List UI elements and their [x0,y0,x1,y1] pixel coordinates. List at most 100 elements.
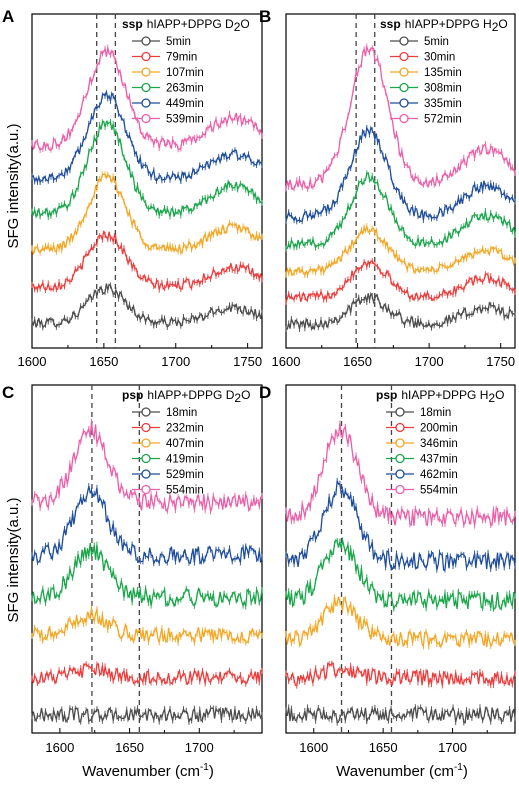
legend-label: 346min [420,438,458,450]
series-18min [31,705,263,725]
series-346min [285,594,516,650]
legend-item: 5min [132,36,191,48]
series-line [285,224,516,277]
legend-item: 79min [132,52,197,64]
system-label: hIAPP+DPPG H [401,388,488,402]
legend-label: 554min [166,485,204,497]
legend-item: 308min [390,83,462,95]
polarization-label: ssp [380,17,401,31]
series-554min [31,419,263,515]
legend-marker [141,484,151,495]
series-263min [31,119,263,221]
y-axis-title-bottom: SFG intensity(a.u.) [5,497,22,622]
series-line [31,283,263,329]
x-axis-title-right: Wavenumber (cm-1) [336,762,468,780]
series-135min [285,223,516,279]
x-tick-label: 1750 [486,354,515,369]
system-suffix: O [498,17,507,31]
legend-label: 437min [420,454,458,466]
legend-item: 335min [390,98,462,110]
system-suffix: O [495,388,504,402]
system-subscript: 2 [234,20,241,34]
legend-marker [395,422,405,433]
plot-frame [31,13,263,349]
polarization-label: psp [376,388,397,402]
series-line [285,705,516,724]
series-449min [31,89,263,186]
series-line [31,706,263,725]
panel-letter: A [2,7,14,26]
legend-item: 554min [386,485,458,497]
plot-frame [285,13,516,349]
series-line [31,173,263,255]
legend-item: 18min [132,407,197,419]
legend-marker [395,438,405,448]
legend-marker [141,82,151,93]
x-tick-label: 1600 [299,740,328,755]
legend-label: 572min [424,114,462,126]
series-line [285,662,516,687]
legend-label: 200min [420,423,458,435]
series-5min [31,282,263,331]
system-label: hIAPP+DPPG D [147,388,234,402]
legend-marker [395,484,405,495]
legend-label: 335min [424,98,462,110]
series-18min [285,704,516,726]
legend-item: 449min [132,98,204,110]
plot-frame [31,384,263,734]
series-554min [285,420,516,529]
legend-item: 419min [132,454,204,466]
legend-marker [141,36,151,46]
plot-frame [285,384,516,734]
legend-item: 437min [386,454,458,466]
x-tick-label: 1650 [115,740,144,755]
series-529min [31,483,263,567]
legend-marker [399,36,409,46]
legend-marker [395,469,405,479]
x-tick-label: 1750 [233,354,262,369]
series-line [31,485,263,566]
system-label: hIAPP+DPPG H [405,17,492,31]
legend-label: 107min [166,67,204,79]
series-line [31,120,263,219]
legend-label: 419min [166,454,204,466]
series-line [285,539,516,611]
system-suffix: O [240,17,249,31]
legend-label: 449min [166,98,204,110]
x-tick-label: 1600 [272,354,301,369]
x-tick-label: 1600 [45,740,74,755]
legend-label: 30min [424,52,455,64]
series-419min [31,541,263,610]
series-line [31,89,263,185]
polarization-label: ssp [122,17,143,31]
legend-label: 135min [424,67,462,79]
legend-item: 346min [386,438,458,450]
panel-annotation: psp hIAPP+DPPG D2O [122,388,250,405]
legend-marker [399,51,409,62]
x-axis-title-left: Wavenumber (cm-1) [82,762,214,780]
series-line [285,480,516,571]
x-tick-label: 1700 [185,740,214,755]
panel-b: B 1600 1650 1700 1750 ssp hIAPP+DPPG H2O 5min 30… [259,7,516,369]
legend-label: 18min [166,407,197,419]
legend-item: 462min [386,469,458,481]
legend-marker [141,98,151,108]
series-200min [285,660,516,689]
series-30min [285,257,516,305]
legend-label: 462min [420,469,458,481]
legend-item: 30min [390,52,455,64]
series-line [285,125,516,223]
x-tick-label: 1700 [161,354,190,369]
x-tick-label: 1650 [89,354,118,369]
system-subscript: 2 [488,391,495,405]
legend-marker [141,438,151,448]
panel-a: A 1600 1650 1700 1750 ssp hIAPP+DPPG D2O 5min 79… [2,7,263,369]
legend-label: 529min [166,469,204,481]
series-462min [285,477,516,573]
series-line [31,46,263,152]
system-subscript: 2 [492,20,499,34]
legend-label: 263min [166,83,204,95]
legend-item: 18min [386,407,451,419]
series-107min [31,171,263,256]
